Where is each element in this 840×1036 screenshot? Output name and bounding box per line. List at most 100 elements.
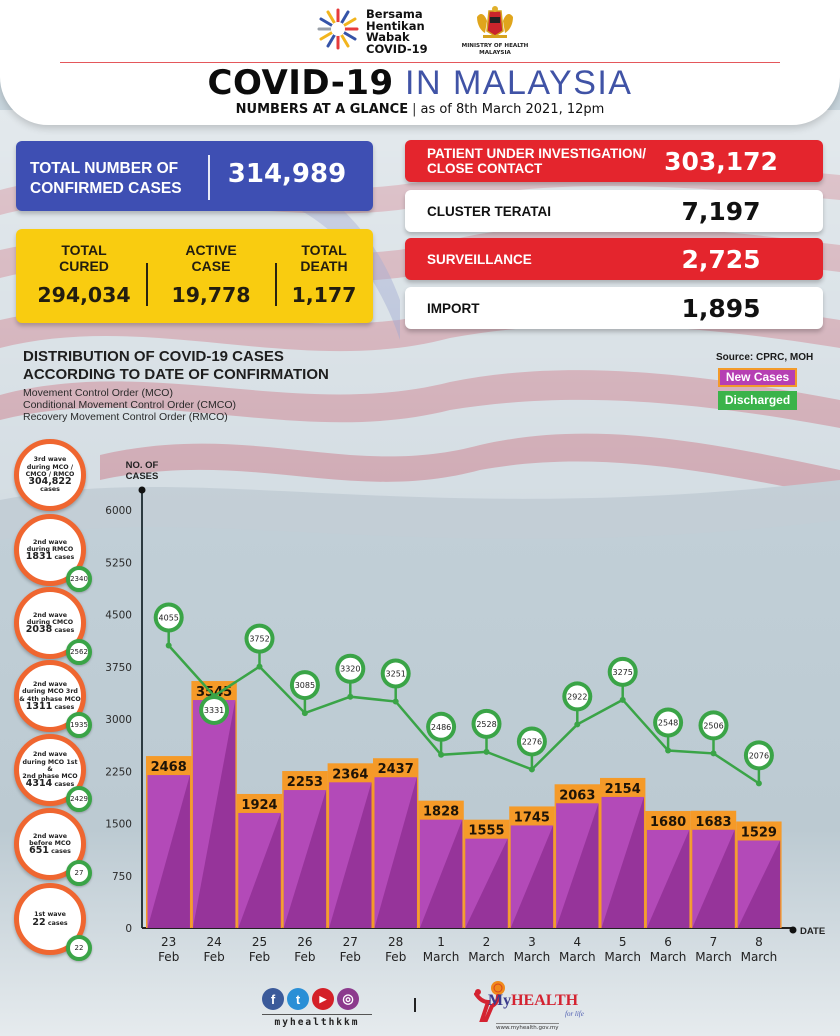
x-tick-label-month: March [695, 950, 732, 964]
import-value: 1,895 [681, 293, 761, 323]
discharged-marker [520, 730, 543, 753]
wave-item: 2nd wave during RMCO 1831 cases 2340 [14, 514, 92, 592]
pui-label: PATIENT UNDER INVESTIGATION/ CLOSE CONTA… [427, 146, 647, 176]
wave-item: 2nd wave during MCO 1st & 2nd phase MCO 431… [14, 734, 92, 812]
teratai-label: CLUSTER TERATAI [427, 203, 551, 219]
title-bold: COVID-19 [207, 63, 394, 103]
wave-item: 1st wave 22 cases 22 [14, 883, 92, 961]
bar-shade [374, 777, 417, 928]
x-tick-label-day: 27 [343, 935, 358, 949]
wave-label: 2nd wave [32, 611, 67, 619]
legend-discharged: Discharged [718, 391, 797, 410]
campaign-logo-line: Wabak [366, 30, 410, 44]
wave-discharged-badge: 27 [66, 860, 92, 886]
wave-count-line: 304,822 [28, 477, 71, 487]
wave-label: during MCO 3rd [22, 688, 78, 696]
subtitle-date: as of 8th March 2021, 12pm [420, 102, 605, 117]
x-tick-label-day: 23 [161, 935, 176, 949]
wave-unit: cases [54, 781, 75, 789]
social-handle[interactable]: myhealthkkm [262, 1014, 372, 1028]
discharged-value-label: 3085 [295, 681, 315, 690]
wave-label: 2nd wave [32, 680, 67, 688]
card-divider [275, 263, 277, 306]
wave-unit: cases [54, 703, 75, 711]
discharged-marker [339, 657, 362, 680]
bar-shade [646, 829, 690, 928]
wave-count-line: 22 cases [32, 917, 67, 927]
subtitle-separator: | [412, 102, 417, 117]
campaign-logo-text: Bersama Hentikan Wabak COVID-19 [366, 7, 466, 55]
wave-circle: 3rd wave during MCO / CMCO / RMCO 304,822 ca… [14, 439, 86, 511]
x-tick-label-month: March [604, 950, 641, 964]
y-tick-label: 2250 [105, 766, 132, 778]
bar-value-label: 1555 [468, 824, 504, 839]
pui-card: PATIENT UNDER INVESTIGATION/ CLOSE CONTA… [405, 140, 823, 182]
discharged-point [710, 750, 717, 757]
myhealth-brand-health: HEALTH [511, 992, 579, 1009]
x-tick-label-day: 25 [252, 935, 267, 949]
campaign-logo-line: Bersama [366, 7, 423, 21]
discharged-marker [293, 674, 316, 697]
discharged-value-label: 3331 [204, 706, 224, 715]
chart-subtitle-line: Conditional Movement Control Order (CMCO… [23, 399, 236, 411]
myhealth-brand: MyHEALTH [488, 992, 578, 1010]
x-tick-label-day: 3 [528, 935, 536, 949]
ministry-logo-line: MINISTRY OF HEALTH [461, 43, 529, 49]
x-tick-label-month: Feb [340, 950, 361, 964]
discharged-marker [475, 712, 498, 735]
bar-value-label: 1924 [241, 798, 277, 813]
x-tick-label-day: 6 [664, 935, 672, 949]
y-axis-end-dot [138, 486, 146, 494]
wave-unit: cases [54, 627, 75, 635]
x-tick-label-month: March [650, 950, 687, 964]
instagram-icon[interactable]: ◎ [337, 988, 359, 1010]
bar-shade [192, 700, 236, 928]
bar-value-label: 1683 [695, 815, 731, 830]
wave-discharged-badge: 2429 [66, 786, 92, 812]
myhealth-url[interactable]: www.myhealth.gov.my [496, 1023, 559, 1031]
card-divider [146, 263, 148, 306]
bar-value-label: 2437 [378, 762, 414, 777]
youtube-icon[interactable]: ▶ [312, 988, 334, 1010]
x-axis-end-dot [789, 926, 797, 934]
chart-title: DISTRIBUTION OF COVID-19 CASES ACCORDING… [23, 348, 353, 384]
discharged-marker [611, 660, 634, 683]
wave-count-line: 1311 cases [26, 702, 75, 712]
discharged-point [438, 751, 445, 758]
wave-item: 2nd wave before MCO 651 cases 27 [14, 808, 92, 886]
bar-value-label: 1828 [423, 805, 459, 820]
x-tick-label-month: Feb [294, 950, 315, 964]
wave-label: 2nd wave [32, 751, 67, 759]
outcomes-card: TOTAL CURED 294,034 ACTIVE CASE 19,778 T… [16, 229, 373, 323]
bar-shade [601, 796, 644, 928]
x-tick-label-day: 8 [755, 935, 763, 949]
x-axis-label: DATE [800, 926, 825, 937]
footer: f t ▶ ◎ myhealthkkm MyHEALTH for life ww… [0, 976, 840, 1036]
x-tick-label-month: March [559, 950, 596, 964]
bar-shade [147, 775, 190, 928]
wave-label: CMCO / RMCO [25, 470, 75, 478]
discharged-value-label: 2528 [476, 720, 496, 729]
discharged-marker [384, 662, 407, 685]
twitter-icon[interactable]: t [287, 988, 309, 1010]
wave-count: 4314 [25, 778, 53, 790]
y-axis-label: CASES [126, 471, 159, 482]
wave-label: 2nd wave [32, 538, 67, 546]
facebook-icon[interactable]: f [262, 988, 284, 1010]
discharged-point [619, 696, 626, 703]
discharged-value-label: 3251 [386, 670, 406, 679]
wave-label: 2nd phase MCO [22, 773, 78, 781]
y-tick-label: 750 [112, 871, 132, 883]
wave-label: 1st wave [34, 911, 66, 919]
bar-value-label: 2063 [559, 788, 595, 803]
discharged-value-label: 2076 [749, 751, 769, 760]
y-tick-label: 3750 [105, 662, 132, 674]
myhealth-brand-my: My [488, 992, 512, 1009]
y-tick-label: 1500 [105, 819, 132, 831]
wave-count: 2038 [25, 624, 53, 636]
chart-title-text: DISTRIBUTION OF COVID-19 CASES ACCORDING… [23, 348, 329, 383]
wave-circle: 1st wave 22 cases [14, 883, 86, 955]
discharged-value-label: 3320 [340, 665, 360, 674]
surveillance-card: SURVEILLANCE 2,725 [405, 238, 823, 280]
